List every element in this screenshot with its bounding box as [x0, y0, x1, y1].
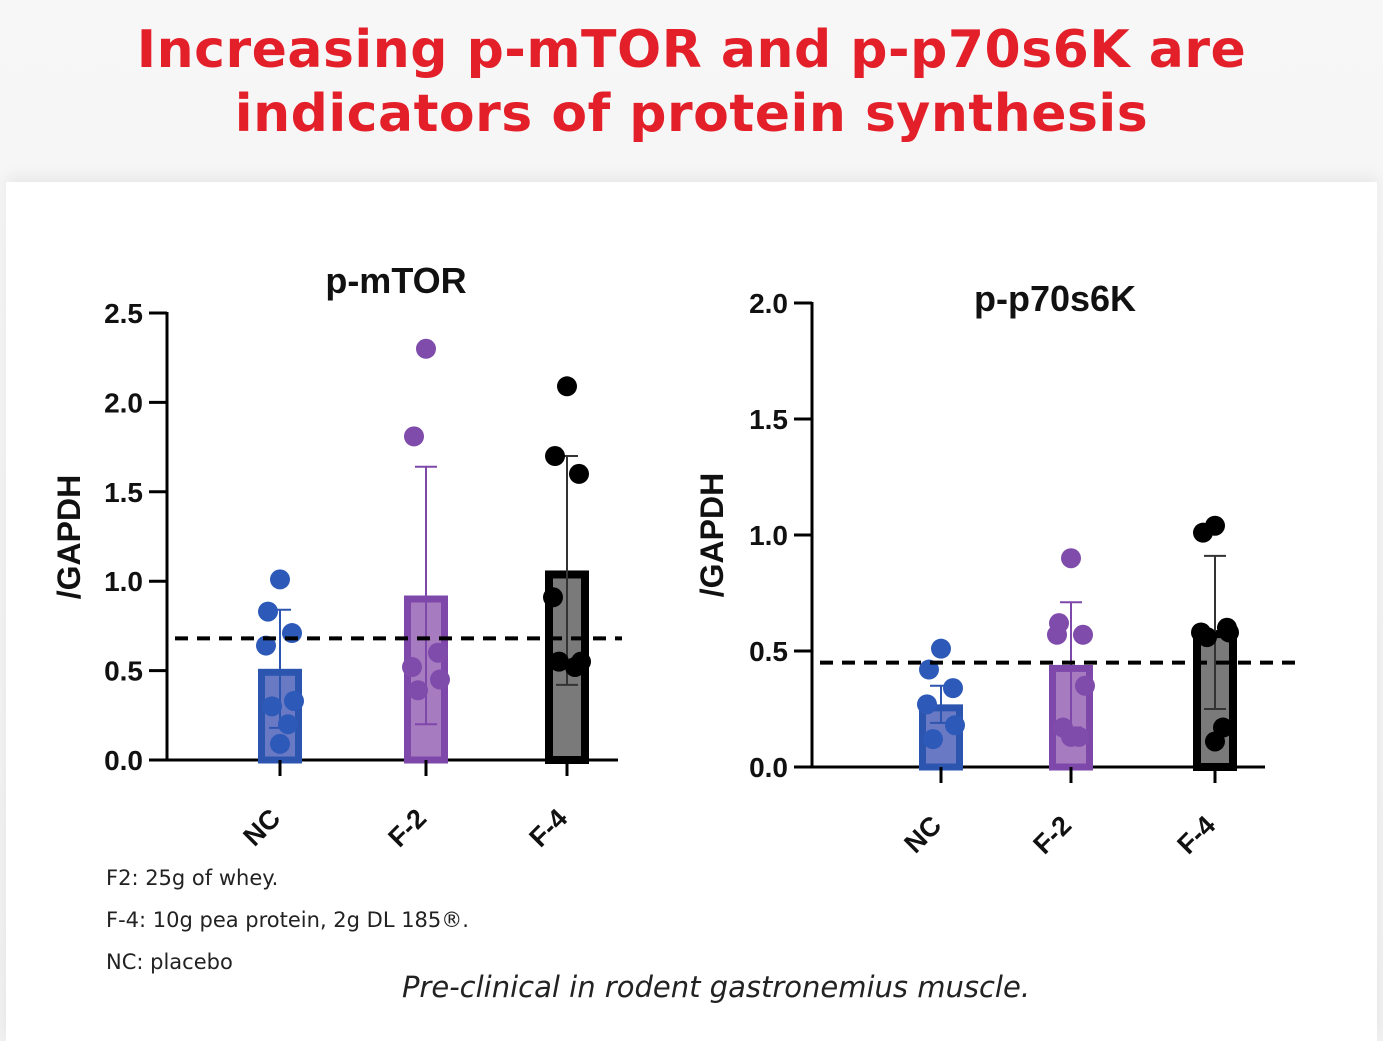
data-point: [262, 696, 282, 717]
x-tick-label: F-2: [382, 803, 432, 853]
data-point: [1219, 622, 1239, 643]
data-point: [1193, 522, 1213, 543]
data-point: [404, 426, 424, 447]
bar-group-nc: NC: [898, 638, 965, 859]
data-point: [557, 376, 577, 397]
data-point: [416, 338, 436, 359]
y-axis-label: /GAPDH: [694, 473, 730, 597]
note-f2: F2: 25g of whey.: [106, 866, 279, 890]
note-nc: NC: placebo: [106, 950, 233, 974]
y-tick-label: 0.0: [749, 752, 788, 783]
data-point: [270, 569, 290, 590]
y-tick-label: 1.5: [104, 477, 143, 508]
data-point: [258, 601, 278, 622]
chart-card: [6, 182, 1377, 1041]
x-tick-label: F-4: [523, 803, 573, 853]
data-point: [402, 657, 422, 678]
y-tick-label: 2.0: [104, 387, 143, 418]
data-point: [256, 635, 276, 656]
data-point: [923, 729, 943, 750]
data-point: [943, 678, 963, 699]
data-point: [1061, 548, 1081, 569]
bar-group-f-2: F-2: [382, 338, 450, 853]
note-f4: F-4: 10g pea protein, 2g DL 185®.: [106, 908, 469, 932]
bar-group-f-2: F-2: [1027, 548, 1095, 860]
data-point: [1197, 627, 1217, 648]
data-point: [543, 587, 563, 608]
data-point: [430, 669, 450, 690]
data-point: [565, 657, 585, 678]
y-tick-label: 1.5: [749, 404, 788, 435]
chart-title: p-mTOR: [325, 260, 466, 301]
x-tick-label: F-2: [1027, 810, 1077, 860]
chart-title: p-p70s6K: [974, 278, 1136, 319]
data-point: [549, 651, 569, 672]
data-point: [1205, 731, 1225, 752]
page-title-line-2: indicators of protein synthesis: [234, 84, 1149, 144]
data-point: [270, 733, 290, 754]
chart-p-p70s6k: p-p70s6K/GAPDH 0.0 0.5 1.0 1.5 2.0 NC F-2 F-4: [694, 278, 1300, 860]
data-point: [1061, 726, 1081, 747]
data-point: [1073, 624, 1093, 645]
data-point: [428, 642, 448, 663]
data-point: [945, 715, 965, 736]
y-tick-label: 1.0: [749, 520, 788, 551]
data-point: [408, 680, 428, 701]
data-point: [931, 638, 951, 659]
data-point: [917, 694, 937, 715]
caption: Pre-clinical in rodent gastronemius musc…: [401, 970, 1031, 1004]
y-tick-label: 0.5: [749, 636, 788, 667]
bar-group-nc: NC: [237, 569, 304, 852]
bar-group-f-4: F-4: [523, 376, 591, 853]
data-point: [278, 714, 298, 735]
y-tick-label: 2.0: [749, 288, 788, 319]
data-point: [569, 463, 589, 484]
group-notes: F2: 25g of whey. F-4: 10g pea protein, 2…: [106, 862, 469, 988]
x-tick-label: NC: [237, 803, 286, 852]
data-point: [284, 690, 304, 711]
x-tick-label: NC: [898, 810, 947, 859]
y-tick-label: 0.5: [104, 656, 143, 687]
y-tick-label: 0.0: [104, 745, 143, 776]
x-tick-label: F-4: [1171, 810, 1221, 860]
page-title-line-1: Increasing p-mTOR and p-p70s6K are: [136, 20, 1247, 80]
y-tick-label: 1.0: [104, 566, 143, 597]
y-tick-label: 2.5: [104, 298, 143, 329]
chart-p-mtor: p-mTOR/GAPDH 0.0 0.5 1.0 1.5 2.0 2.5 NC F-2 F-4: [51, 260, 622, 853]
y-axis-label: /GAPDH: [51, 475, 87, 599]
page-title: Increasing p-mTOR and p-p70s6K are indic…: [0, 18, 1383, 146]
data-point: [545, 446, 565, 467]
bar-group-f-4: F-4: [1171, 515, 1239, 860]
data-point: [1075, 675, 1095, 696]
data-point: [1047, 624, 1067, 645]
